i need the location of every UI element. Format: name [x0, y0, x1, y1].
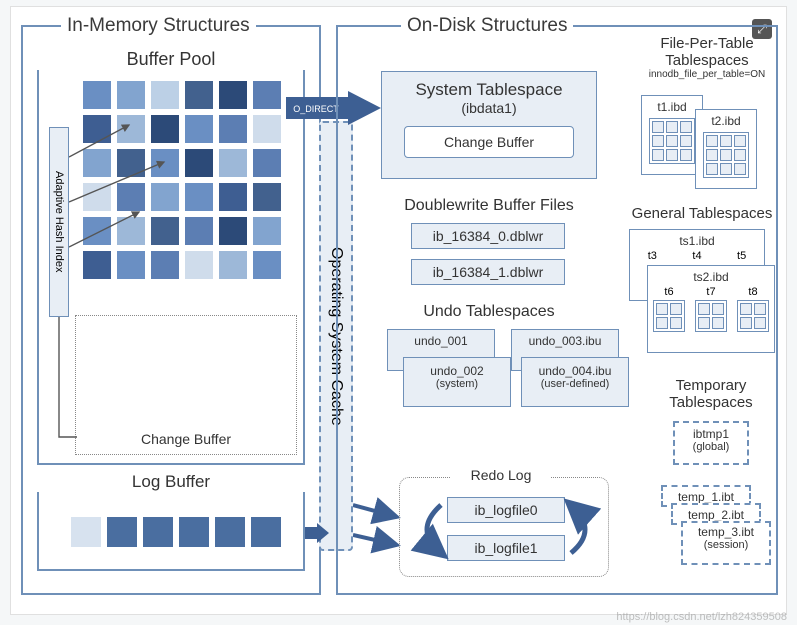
temp-global: ibtmp1 (global) [673, 421, 749, 465]
diagram-root: ⤢ In-Memory Structures Buffer Pool Adapt… [10, 6, 787, 615]
hash-to-changebuffer-line [57, 317, 81, 457]
redo-log-title: Redo Log [451, 467, 551, 483]
buffer-pool-cell [151, 81, 179, 109]
buffer-pool-cell [219, 183, 247, 211]
buffer-pool-cell [117, 81, 145, 109]
buffer-pool-cell [219, 217, 247, 245]
svg-text:O_DIRECT: O_DIRECT [293, 104, 339, 114]
buffer-pool-cell [219, 251, 247, 279]
change-buffer-label: Change Buffer [75, 431, 297, 447]
on-disk-title: On-Disk Structures [401, 15, 573, 37]
watermark: https://blog.csdn.net/lzh824359508 [616, 611, 787, 623]
log-buffer-title: Log Buffer [37, 472, 305, 492]
temporary-header: Temporary Tablespaces [651, 377, 771, 411]
buffer-pool-cell [185, 115, 213, 143]
buffer-pool-cell [185, 149, 213, 177]
buffer-pool-cell [253, 217, 281, 245]
log-buffer-cell [215, 517, 245, 547]
undo-002: undo_002 (system) [403, 357, 511, 407]
fpt-t1: t1.ibd [641, 95, 703, 175]
log-buffer-cell [107, 517, 137, 547]
buffer-pool-title: Buffer Pool [37, 49, 305, 70]
buffer-pool-cell [253, 183, 281, 211]
buffer-pool-cell [185, 217, 213, 245]
system-tablespace: System Tablespace (ibdata1) Change Buffe… [381, 71, 597, 179]
buffer-pool-cell [185, 251, 213, 279]
file-per-table-header: File-Per-Table Tablespaces innodb_file_p… [639, 35, 775, 80]
buffer-pool-cell [253, 81, 281, 109]
doublewrite-title: Doublewrite Buffer Files [381, 197, 597, 215]
buffer-pool-cell [253, 149, 281, 177]
log-buffer-cell [71, 517, 101, 547]
log-buffer-cell [179, 517, 209, 547]
undo-004: undo_004.ibu (user-defined) [521, 357, 629, 407]
logbuffer-to-cache-arrow [305, 523, 329, 543]
adaptive-hash-index: Adaptive Hash Index [49, 127, 69, 317]
buffer-pool-cell [185, 183, 213, 211]
hash-index-arrows [69, 117, 179, 287]
buffer-pool-cell [253, 115, 281, 143]
undo-title: Undo Tablespaces [381, 303, 597, 321]
system-change-buffer: Change Buffer [404, 126, 574, 158]
general-title: General Tablespaces [627, 205, 777, 222]
in-memory-title: In-Memory Structures [61, 15, 256, 37]
log-buffer-cell [251, 517, 281, 547]
system-tablespace-subtitle: (ibdata1) [382, 100, 596, 116]
buffer-pool-cell [219, 81, 247, 109]
buffer-pool-cell [185, 81, 213, 109]
buffer-pool-cell [219, 115, 247, 143]
general-ts2: ts2.ibd t6 t7 t8 [647, 265, 775, 353]
buffer-pool-cell [219, 149, 247, 177]
doublewrite-file-1: ib_16384_1.dblwr [411, 259, 565, 285]
doublewrite-file-0: ib_16384_0.dblwr [411, 223, 565, 249]
buffer-pool-cell [83, 81, 111, 109]
log-buffer-cell [143, 517, 173, 547]
redo-cycle-arrows [407, 495, 607, 565]
temp-3: temp_3.ibt (session) [681, 521, 771, 565]
buffer-pool-cell [253, 251, 281, 279]
fpt-t2: t2.ibd [695, 109, 757, 189]
system-tablespace-title: System Tablespace [382, 80, 596, 100]
